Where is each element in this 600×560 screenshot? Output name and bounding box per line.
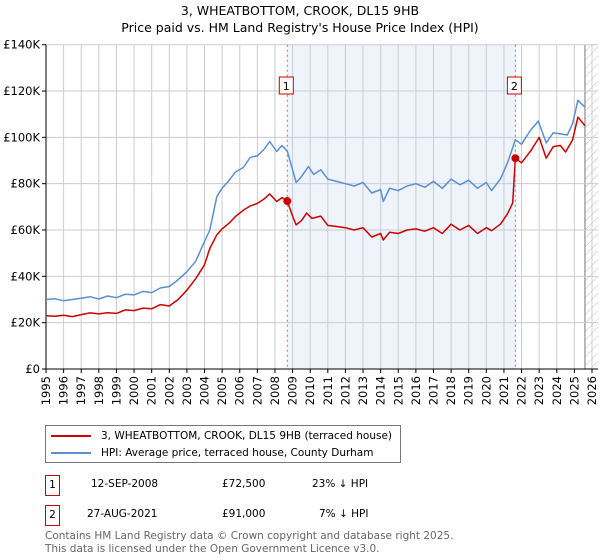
sale-price: £72,500: [222, 478, 266, 490]
legend-item-property: 3, WHEATBOTTOM, CROOK, DL15 9HB (terrace…: [51, 428, 392, 444]
legend-label: HPI: Average price, terraced house, Coun…: [101, 447, 374, 459]
x-tick-label: 1998: [92, 376, 106, 405]
sale-delta: 7% ↓ HPI: [319, 508, 369, 520]
y-tick-label: £0: [25, 362, 40, 376]
x-tick-label: 2003: [180, 376, 194, 405]
sale-point: [283, 197, 292, 206]
price-paid-line: [45, 116, 586, 318]
ownership-period-shade: [287, 44, 516, 369]
x-tick-label: 2009: [286, 376, 300, 405]
legend-item-hpi: HPI: Average price, terraced house, Coun…: [51, 445, 373, 461]
chart-subtitle: Price paid vs. HM Land Registry's House …: [121, 20, 479, 35]
y-tick-label: £20K: [11, 316, 41, 330]
y-tick-label: £100K: [3, 130, 40, 144]
x-tick-label: 2000: [127, 376, 141, 405]
x-tick-label: 2006: [233, 376, 247, 405]
x-tick-label: 2017: [426, 376, 440, 405]
sale-delta: 23% ↓ HPI: [312, 478, 369, 490]
legend: 3, WHEATBOTTOM, CROOK, DL15 9HB (terrace…: [45, 425, 401, 463]
y-tick-label: £120K: [3, 84, 40, 98]
footer-licence: This data is licensed under the Open Gov…: [45, 543, 380, 555]
x-tick-label: 2019: [462, 376, 476, 405]
x-tick-label: 1999: [109, 376, 123, 405]
y-tick-label: £60K: [11, 223, 41, 237]
legend-swatch-red: [51, 435, 91, 437]
hpi-line: [45, 99, 586, 302]
legend-swatch-blue: [51, 452, 91, 454]
x-tick-label: 1996: [57, 376, 71, 405]
price-chart: 1995 1996 1997 1998 1999 2000 2001 2002 2003 2004…: [3, 38, 599, 406]
x-tick-label: 2016: [409, 376, 423, 405]
sale-date: 27-AUG-2021: [87, 508, 158, 520]
x-tick-label: 2007: [250, 376, 264, 405]
x-tick-label: 2014: [374, 376, 388, 405]
x-tick-label: 2002: [162, 376, 176, 405]
x-tick-label: 2023: [532, 376, 546, 405]
chart-title: 3, WHEATBOTTOM, CROOK, DL15 9HB: [180, 3, 420, 18]
footer-copyright: Contains HM Land Registry data © Crown c…: [45, 530, 454, 542]
sale-label: 2: [511, 80, 518, 93]
forecast-hatch: [584, 44, 598, 369]
x-tick-label: 2012: [338, 376, 352, 405]
x-tick-label: 2011: [321, 376, 335, 405]
x-tick-label: 1995: [39, 376, 53, 405]
x-tick-label: 2004: [198, 376, 212, 405]
sale-label: 1: [283, 80, 290, 93]
y-tick-label: £140K: [3, 38, 40, 52]
x-tick-label: 2025: [567, 376, 581, 405]
x-tick-label: 1997: [74, 376, 88, 405]
sale-label-box: [506, 76, 522, 95]
sale-marker-badge: 1: [45, 475, 60, 496]
sale-row: 2 27-AUG-2021 £91,000 7% ↓ HPI: [45, 505, 405, 526]
sale-row: 1 12-SEP-2008 £72,500 23% ↓ HPI: [45, 475, 405, 496]
x-tick-label: 2020: [479, 376, 493, 405]
sale-label-box: [278, 76, 294, 95]
x-tick-label: 2010: [303, 376, 317, 405]
x-tick-label: 2005: [215, 376, 229, 405]
x-tick-label: 2026: [585, 376, 599, 405]
y-tick-label: £40K: [11, 269, 41, 283]
x-tick-label: 2022: [515, 376, 529, 405]
x-tick-label: 2024: [550, 376, 564, 405]
sale-date: 12-SEP-2008: [91, 478, 159, 490]
y-tick-label: £80K: [11, 177, 41, 191]
sale-price: £91,000: [222, 508, 266, 520]
legend-label: 3, WHEATBOTTOM, CROOK, DL15 9HB (terrace…: [101, 430, 392, 442]
x-tick-label: 2001: [145, 376, 159, 405]
x-tick-label: 2013: [356, 376, 370, 405]
x-tick-label: 2018: [444, 376, 458, 405]
x-tick-label: 2021: [497, 376, 511, 405]
x-tick-label: 2008: [268, 376, 282, 405]
sale-marker-badge: 2: [45, 505, 60, 526]
x-tick-label: 2015: [391, 376, 405, 405]
sale-point: [511, 154, 520, 163]
